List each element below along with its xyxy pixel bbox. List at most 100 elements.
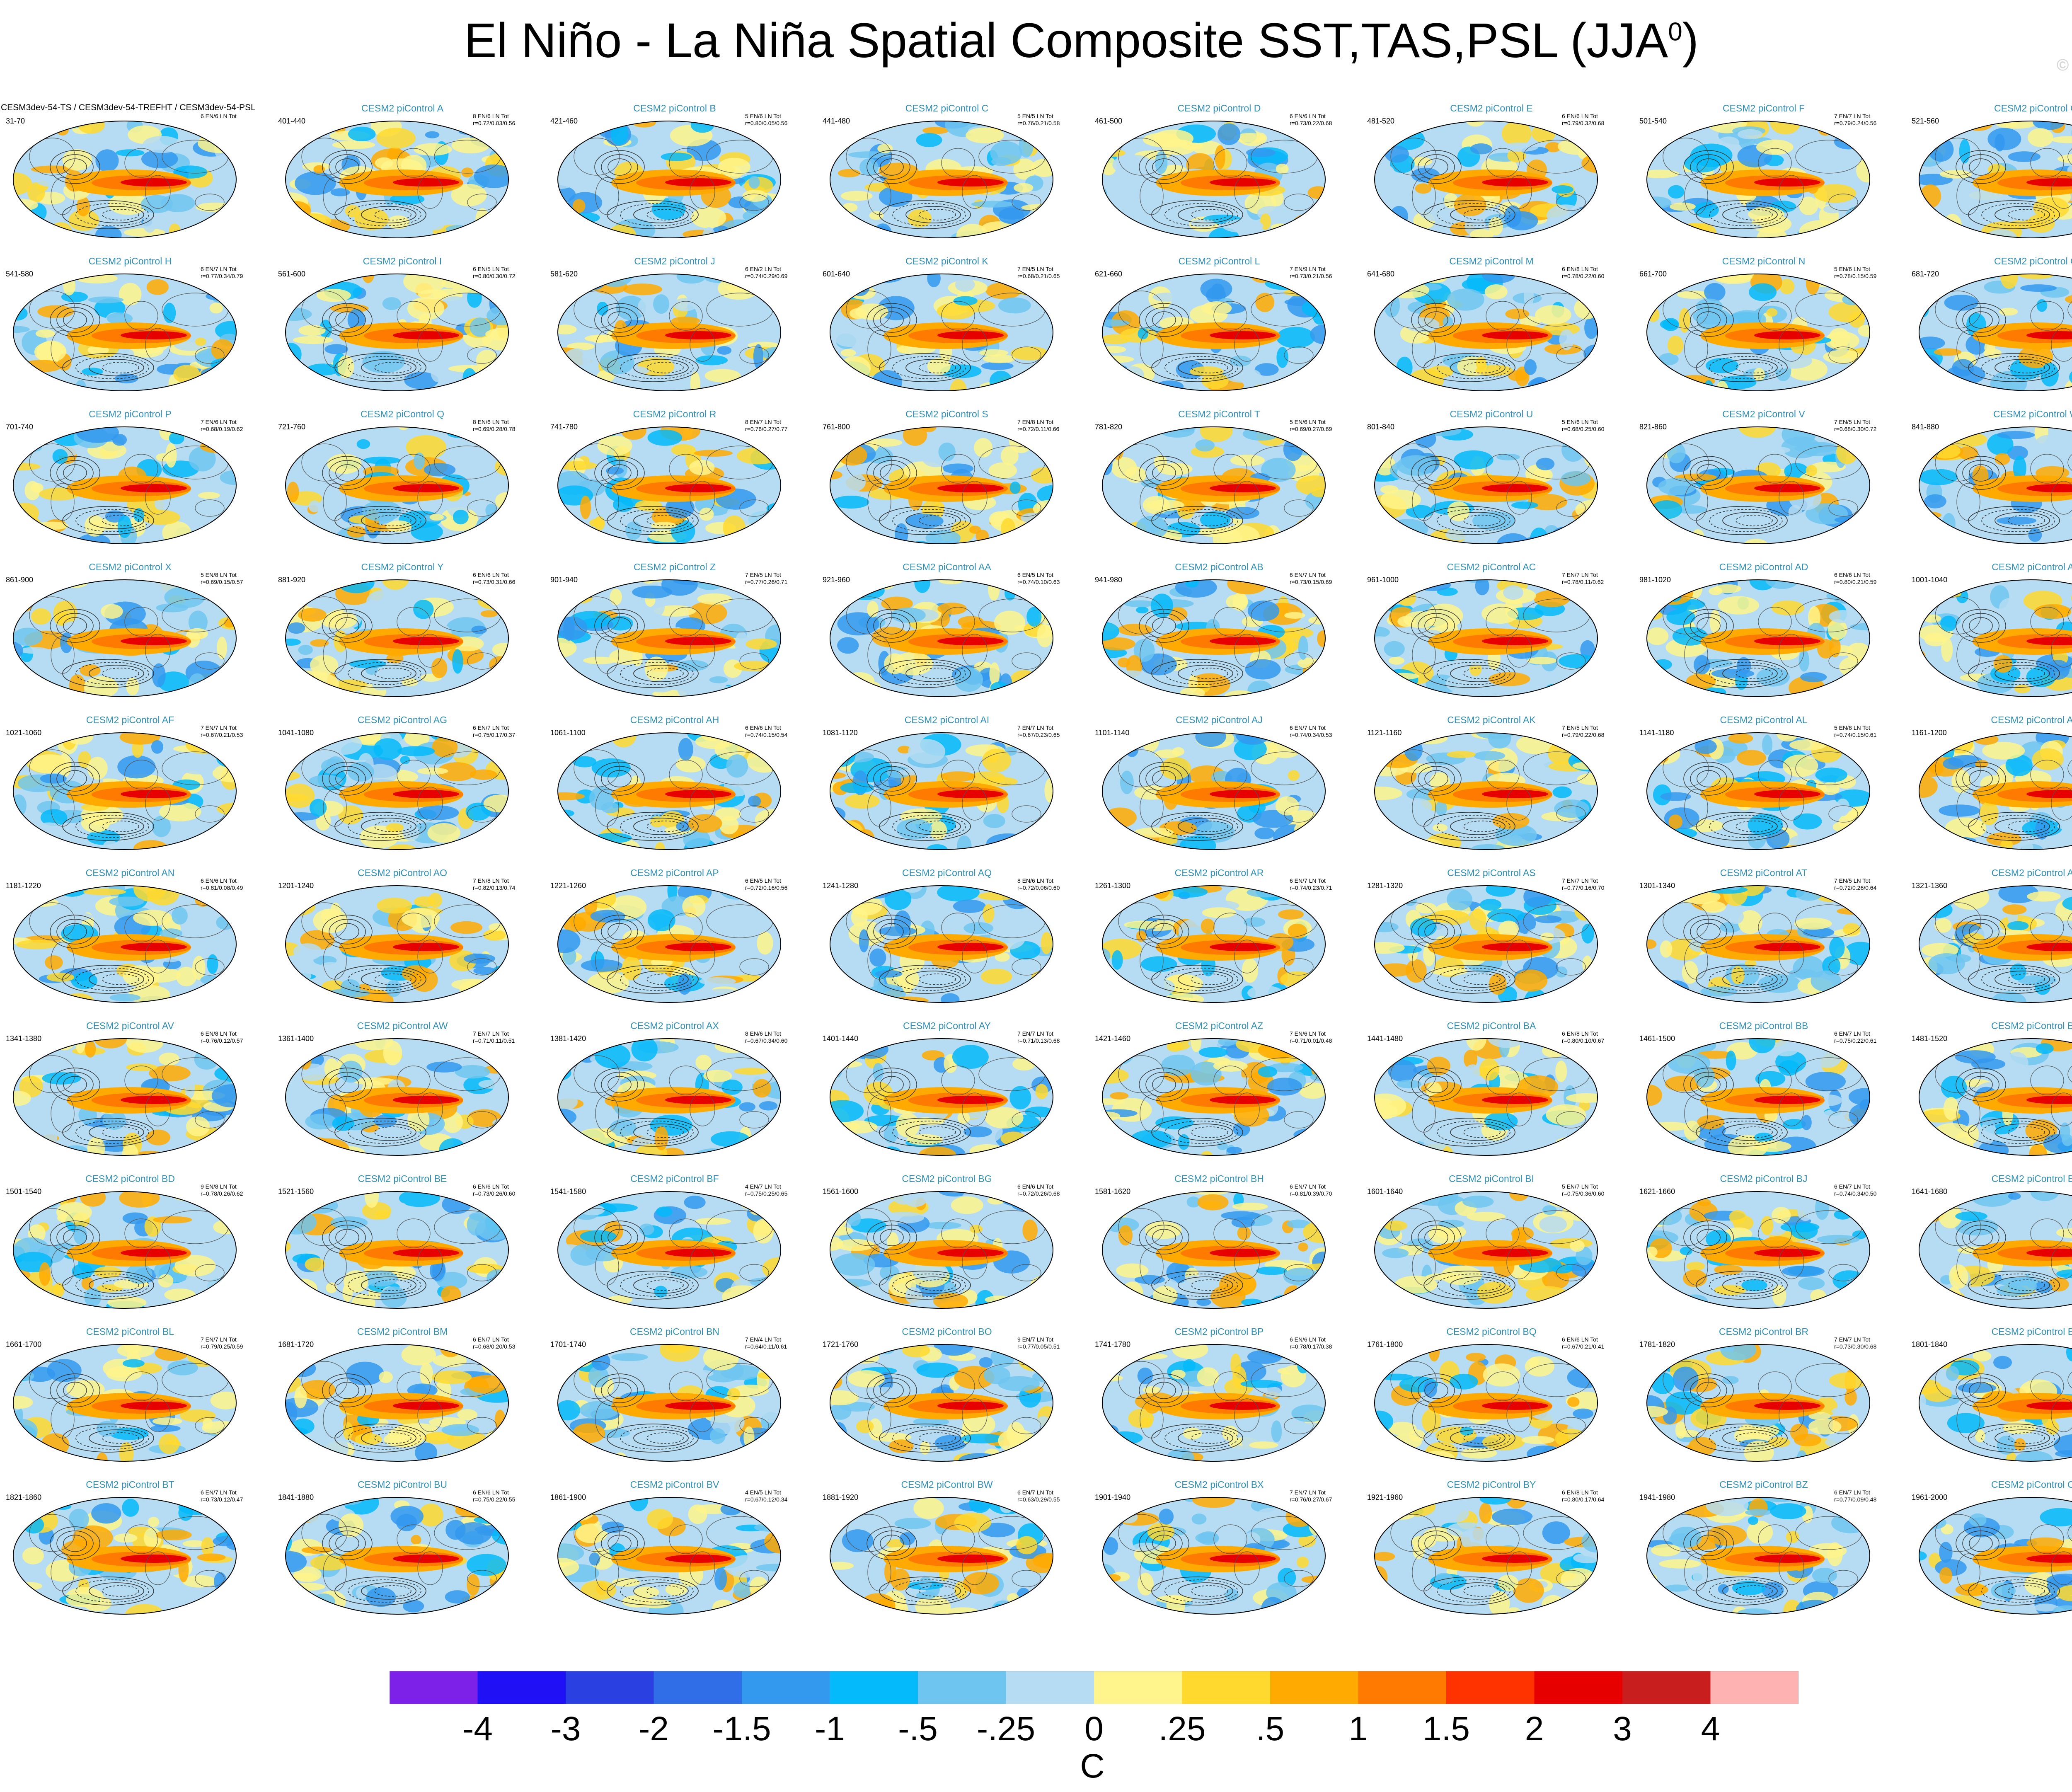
- panel-stats: 6 EN/7 LN Tot r=0.74/0.34/0.50: [1834, 1183, 1888, 1197]
- panel-stats-correlation: r=0.68/0.19/0.62: [201, 426, 243, 432]
- map-panel: CESM2 piControl BD 1501-1540 9 EN/8 LN Tot…: [6, 1173, 254, 1309]
- panel-stats-counts: 6 EN/7 LN Tot: [473, 1336, 509, 1343]
- composite-map: [830, 274, 1053, 391]
- composite-map: [285, 885, 509, 1003]
- colorbar-segment: [1006, 1671, 1094, 1704]
- panel-stats: 5 EN/5 LN Tot r=0.76/0.21/0.58: [1017, 113, 1071, 127]
- panel-title: CESM2 piControl D: [1177, 103, 1261, 114]
- composite-map: [1374, 1191, 1598, 1309]
- panel-stats-correlation: r=0.80/0.05/0.56: [745, 120, 788, 126]
- panel-stats-counts: 6 EN/5 LN Tot: [473, 266, 509, 272]
- panel-years: 1401-1440: [823, 1034, 859, 1043]
- map-panel: CESM2 piControl BQ 1761-1800 6 EN/6 LN Tot…: [1367, 1326, 1616, 1462]
- composite-map: [1919, 1497, 2072, 1615]
- panel-stats-correlation: r=0.71/0.01/0.48: [1290, 1037, 1332, 1044]
- panel-years: 1001-1040: [1912, 576, 1948, 584]
- colorbar-tick-label: 1: [1348, 1710, 1368, 1748]
- panel-stats: 5 EN/7 LN Tot r=0.75/0.36/0.60: [1562, 1183, 1616, 1197]
- panel-stats-counts: 7 EN/7 LN Tot: [201, 724, 237, 731]
- panel-title: CESM2 piControl AV: [86, 1020, 174, 1031]
- panel-title: CESM2 piControl BG: [902, 1173, 992, 1184]
- panel-stats: 6 EN/6 LN Tot r=0.67/0.21/0.41: [1562, 1336, 1616, 1350]
- panel-stats-counts: 6 EN/7 LN Tot: [473, 724, 509, 731]
- panel-stats-correlation: r=0.76/0.12/0.57: [201, 1037, 243, 1044]
- panel-years: 1181-1220: [6, 881, 41, 890]
- panel-years: 881-920: [278, 576, 306, 584]
- panel-title: CESM2 piControl AK: [1447, 714, 1536, 725]
- composite-map: [1102, 426, 1326, 544]
- panel-title: CESM2 piControl S: [905, 409, 988, 419]
- panel-years: 521-560: [1912, 117, 1939, 125]
- panel-title: CESM2 piControl V: [1722, 409, 1805, 419]
- panel-stats-counts: 7 EN/5 LN Tot: [1562, 724, 1598, 731]
- map-panel: CESM2 piControl Q 721-760 8 EN/6 LN Tot r=0…: [278, 409, 527, 544]
- panel-stats-counts: 8 EN/7 LN Tot: [745, 419, 781, 425]
- panel-title: CESM2 piControl AF: [86, 714, 174, 725]
- panel-stats-correlation: r=0.73/0.26/0.60: [473, 1190, 516, 1197]
- panel-stats: 7 EN/8 LN Tot r=0.72/0.11/0.66: [1017, 419, 1071, 433]
- map-panel: CESM2 piControl A 401-440 8 EN/6 LN Tot r=0…: [278, 103, 527, 238]
- composite-map: [830, 1497, 1053, 1615]
- panel-stats-correlation: r=0.74/0.34/0.50: [1834, 1190, 1877, 1197]
- composite-map: [557, 426, 781, 544]
- panel-years: 1421-1460: [1095, 1034, 1131, 1043]
- panel-years: 1501-1540: [6, 1187, 42, 1196]
- panel-stats: 7 EN/6 LN Tot r=0.68/0.19/0.62: [201, 419, 254, 433]
- panel-years: 721-760: [278, 423, 306, 431]
- colorbar-tick-label: 1.5: [1423, 1710, 1470, 1748]
- panel-stats-correlation: r=0.73/0.30/0.68: [1834, 1343, 1877, 1350]
- map-panel: CESM2 piControl D 461-500 6 EN/6 LN Tot r=0…: [1095, 103, 1343, 238]
- composite-map: [830, 1038, 1053, 1156]
- composite-map: [557, 732, 781, 850]
- panel-title: CESM2 piControl BU: [357, 1479, 448, 1490]
- panel-years: 1681-1720: [278, 1340, 314, 1349]
- panel-stats-counts: 7 EN/7 LN Tot: [1290, 1489, 1326, 1496]
- panel-stats-correlation: r=0.79/0.24/0.56: [1834, 120, 1877, 126]
- panel-stats-correlation: r=0.67/0.21/0.41: [1562, 1343, 1605, 1350]
- colorbar-segment: [1622, 1671, 1711, 1704]
- panel-stats-counts: 7 EN/5 LN Tot: [1834, 419, 1870, 425]
- panel-title: CESM2 piControl L: [1178, 256, 1260, 266]
- panel-stats: 7 EN/5 LN Tot r=0.68/0.30/0.72: [1834, 419, 1888, 433]
- panel-title: CESM2 piControl BA: [1447, 1020, 1536, 1031]
- map-panel: CESM2 piControl BB 1461-1500 6 EN/7 LN Tot…: [1639, 1020, 1888, 1156]
- panel-stats-counts: 7 EN/6 LN Tot: [201, 419, 237, 425]
- panel-grid: CESM3dev-54-TS / CESM3dev-54-TREFHT / CE…: [1, 103, 2072, 1615]
- map-panel: CESM2 piControl F 501-540 7 EN/7 LN Tot r=0…: [1639, 103, 1888, 238]
- map-panel: CESM2 piControl L 621-660 7 EN/9 LN Tot r=0…: [1095, 256, 1343, 391]
- colorbar-tick-label: -3: [550, 1710, 581, 1748]
- panel-stats-counts: 8 EN/6 LN Tot: [473, 419, 509, 425]
- panel-title: CESM2 piControl BX: [1174, 1479, 1264, 1490]
- map-panel: CESM2 piControl BW 1881-1920 6 EN/7 LN Tot…: [823, 1479, 1071, 1615]
- panel-stats: 6 EN/6 LN Tot r=0.79/0.32/0.68: [1562, 113, 1616, 127]
- panel-stats: 7 EN/5 LN Tot r=0.72/0.26/0.64: [1834, 877, 1888, 891]
- colorbar-tick-label: .5: [1256, 1710, 1285, 1748]
- panel-years: 581-620: [550, 270, 578, 278]
- composite-map: [1919, 121, 2072, 238]
- composite-map: [1646, 885, 1870, 1003]
- colorbar-tick-label: -.25: [976, 1710, 1036, 1748]
- panel-stats-correlation: r=0.73/0.22/0.68: [1290, 120, 1332, 126]
- panel-title: CESM2 piControl AM: [1991, 714, 2072, 725]
- panel-years: 961-1000: [1367, 576, 1399, 584]
- composite-map: [1102, 885, 1326, 1003]
- panel-stats-counts: 6 EN/6 LN Tot: [473, 1183, 509, 1190]
- panel-stats-counts: 6 EN/6 LN Tot: [1834, 572, 1870, 578]
- composite-map: [1646, 274, 1870, 391]
- panel-stats: 7 EN/7 LN Tot r=0.67/0.21/0.53: [201, 724, 254, 739]
- panel-stats-counts: 7 EN/7 LN Tot: [1834, 113, 1870, 119]
- panel-title: CESM2 piControl C: [905, 103, 989, 114]
- map-panel: CESM2 piControl Z 901-940 7 EN/5 LN Tot r=0…: [550, 562, 799, 697]
- panel-stats: 6 EN/8 LN Tot r=0.80/0.10/0.67: [1562, 1030, 1616, 1044]
- colorbar-segment: [1270, 1671, 1358, 1704]
- panel-stats: 7 EN/8 LN Tot r=0.82/0.13/0.74: [473, 877, 527, 891]
- panel-stats-counts: 4 EN/5 LN Tot: [745, 1489, 781, 1496]
- composite-map: [13, 579, 237, 697]
- composite-map: [1919, 579, 2072, 697]
- colorbar-segment: [830, 1671, 918, 1704]
- composite-map: [557, 1497, 781, 1615]
- panel-stats-counts: 9 EN/7 LN Tot: [1017, 1336, 1053, 1343]
- panel-stats: 9 EN/8 LN Tot r=0.78/0.26/0.62: [201, 1183, 254, 1197]
